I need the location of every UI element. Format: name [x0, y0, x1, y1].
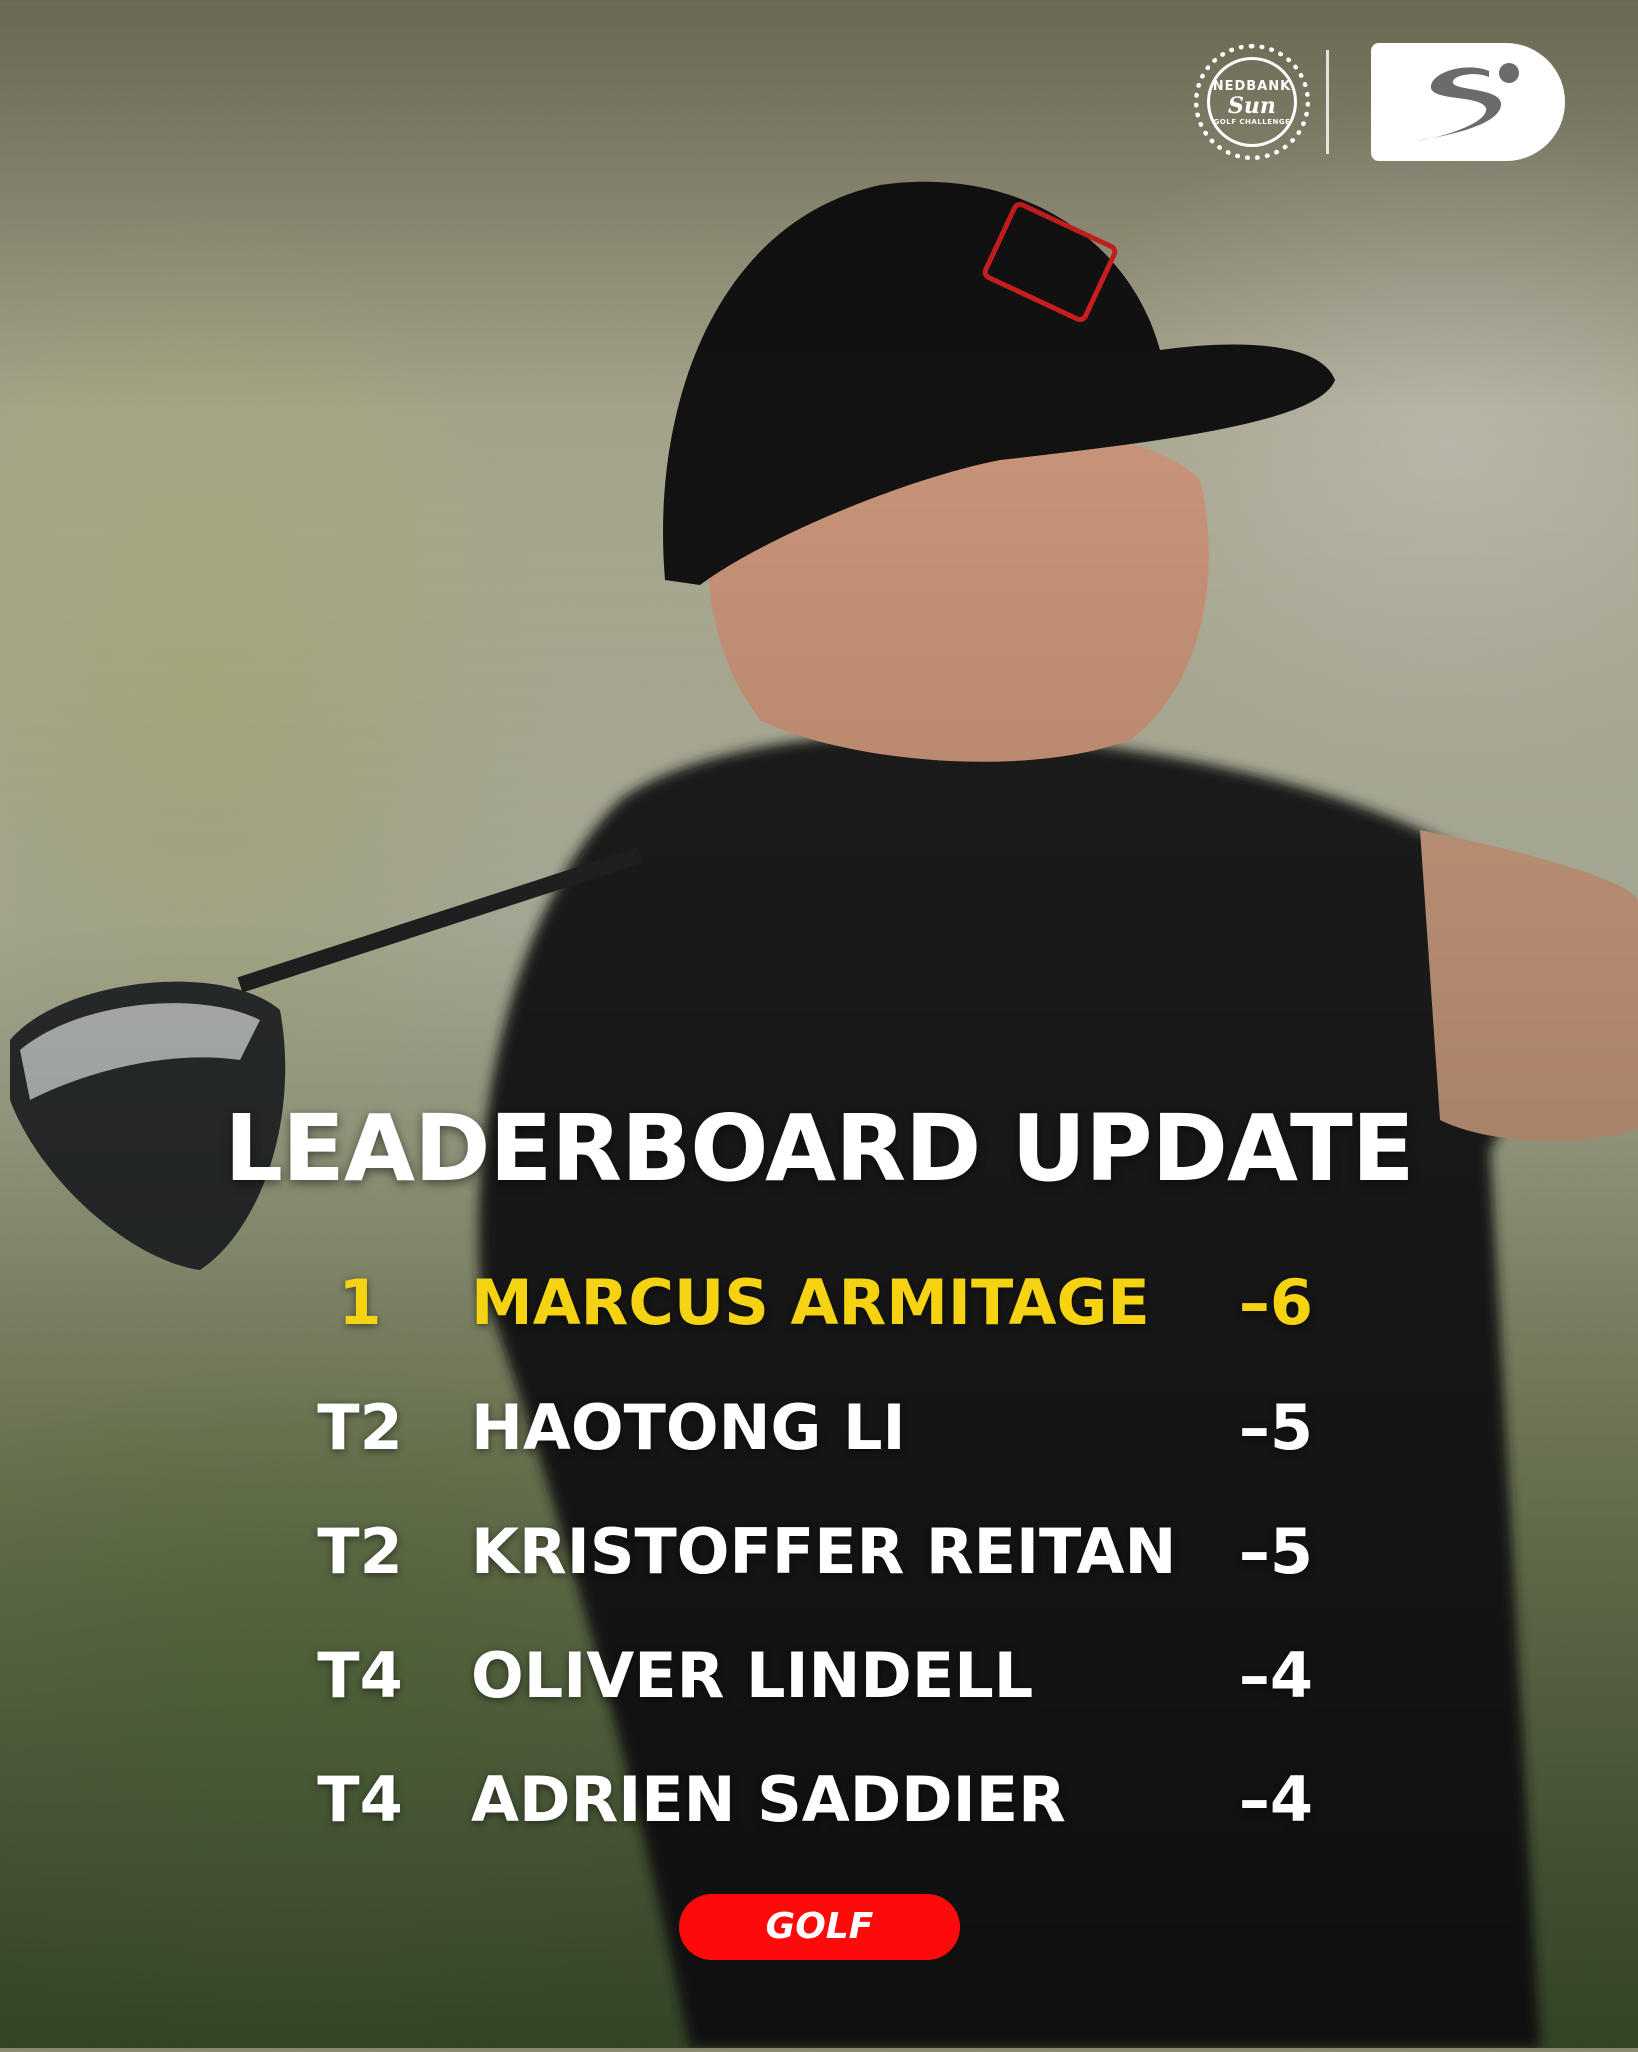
score: –5	[1238, 1391, 1313, 1464]
page-title: LEADERBOARD UPDATE	[224, 1095, 1414, 1202]
logo-divider	[1326, 50, 1329, 154]
leaderboard-row: T2 HAOTONG LI –5	[0, 1383, 1638, 1473]
logo-script: Sun	[1228, 92, 1276, 119]
supersport-logo	[1371, 43, 1565, 161]
golf-tag-badge: GOLF	[679, 1894, 960, 1960]
score: –4	[1238, 1763, 1313, 1836]
leaderboard-row: 1 MARCUS ARMITAGE –6	[0, 1258, 1638, 1348]
player-name: KRISTOFFER REITAN	[471, 1515, 1177, 1588]
player-name: ADRIEN SADDIER	[471, 1763, 1066, 1836]
supersport-s-icon	[1416, 63, 1519, 141]
position: T4	[317, 1763, 403, 1836]
logo-text: GOLF CHALLENGE	[1213, 117, 1291, 126]
score: –6	[1238, 1266, 1313, 1339]
score: –5	[1238, 1515, 1313, 1588]
position: T2	[317, 1515, 403, 1588]
player-name: MARCUS ARMITAGE	[471, 1266, 1150, 1339]
position: T4	[317, 1639, 403, 1712]
leaderboard-row: T4 OLIVER LINDELL –4	[0, 1631, 1638, 1721]
position: 1	[338, 1266, 382, 1339]
player-name: OLIVER LINDELL	[471, 1639, 1034, 1712]
leaderboard-row: T4 ADRIEN SADDIER –4	[0, 1755, 1638, 1845]
leaderboard-row: T2 KRISTOFFER REITAN –5	[0, 1507, 1638, 1597]
logo-text: NEDBANK	[1212, 78, 1292, 94]
nedbank-golf-challenge-logo: NEDBANK Sun GOLF CHALLENGE	[1194, 44, 1310, 160]
header-logos: NEDBANK Sun GOLF CHALLENGE	[1190, 43, 1570, 163]
player-name: HAOTONG LI	[471, 1391, 906, 1464]
score: –4	[1238, 1639, 1313, 1712]
position: T2	[317, 1391, 403, 1464]
